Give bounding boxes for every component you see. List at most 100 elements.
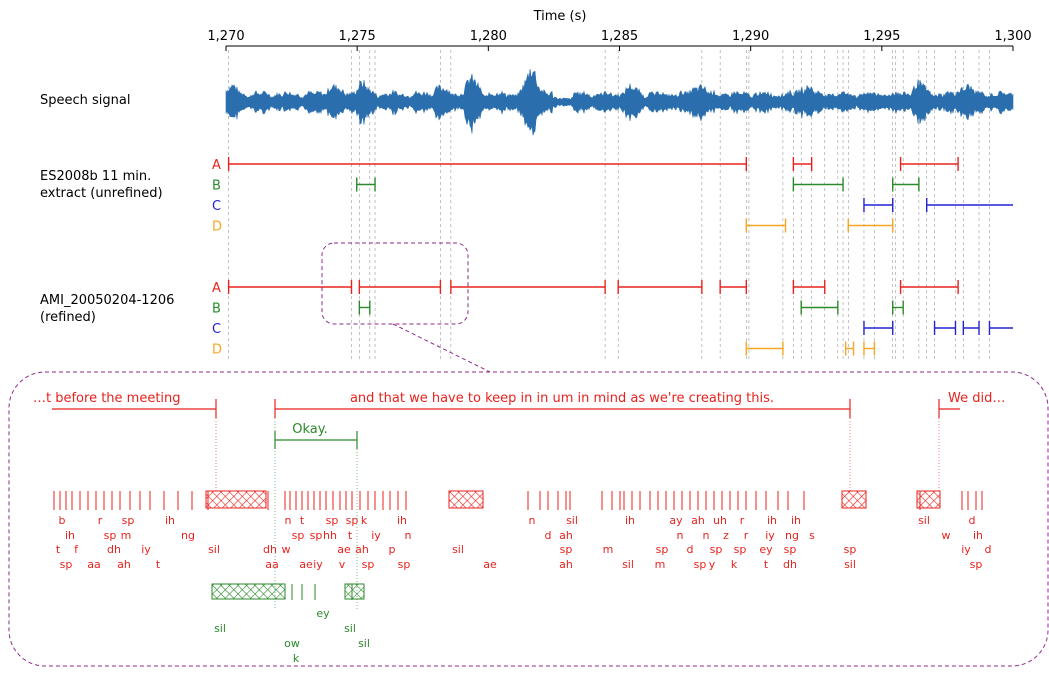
phone-label-a: s <box>809 529 815 542</box>
phone-label-a: ih <box>791 514 801 527</box>
silence-block-b-crosshatch <box>345 584 364 599</box>
phone-label-a: ng <box>181 529 195 542</box>
phone-label-a: sp <box>784 543 797 556</box>
phone-label-a: w <box>282 543 291 556</box>
phone-label-a: sp <box>844 543 857 556</box>
unrefined-speaker-label-c: C <box>212 199 221 214</box>
phone-label-a: p <box>389 543 396 556</box>
phone-label-a: dh <box>263 543 277 556</box>
unrefined-label-line-2: extract (unrefined) <box>40 186 163 201</box>
phone-label-b: ow <box>284 637 300 650</box>
refined-segments <box>227 280 1013 356</box>
axis-tick-label: 1,290 <box>732 29 769 44</box>
phone-ticks-speaker-b <box>211 583 365 600</box>
phone-label-a: sil <box>844 558 856 571</box>
phone-label-a: ah <box>117 558 131 571</box>
silence-block-a-crosshatch <box>206 491 266 508</box>
phone-label-a: t <box>56 543 61 556</box>
refined-label-line-2: (refined) <box>40 310 96 325</box>
phone-label-a: ah <box>355 543 369 556</box>
phone-label-a: v <box>339 558 346 571</box>
phone-label-b: sil <box>358 637 370 650</box>
phone-label-b: sil <box>214 622 226 635</box>
phone-label-a: sp <box>60 558 73 571</box>
unrefined-segments <box>227 157 1013 233</box>
unrefined-label-line-1: ES2008b 11 min. <box>40 169 151 184</box>
axis-tick-label: 1,285 <box>601 29 638 44</box>
phone-label-a: r <box>744 529 749 542</box>
phone-label-b: k <box>293 652 300 665</box>
phone-label-b: ey <box>316 607 330 620</box>
axis-tick-label: 1,270 <box>207 29 244 44</box>
phone-label-a: r <box>740 514 745 527</box>
axis-title: Time (s) <box>533 9 587 24</box>
phone-label-a: sil <box>918 514 930 527</box>
word-segment-2: and that we have to keep in in um in min… <box>350 391 774 406</box>
phone-label-a: ah <box>559 529 573 542</box>
phone-label-a: aa <box>87 558 100 571</box>
silence-block-a-crosshatch <box>842 491 866 508</box>
refined-label-line-1: AMI_20050204-1206 <box>40 293 174 308</box>
phone-label-a: sp <box>362 558 375 571</box>
time-axis: Time (s) 1,270 1,275 1,280 1,285 1,290 1,295 1… <box>207 9 1032 51</box>
axis-tick-label: 1,280 <box>470 29 507 44</box>
phone-label-a: sp <box>292 529 305 542</box>
zoom-source-box <box>321 242 469 325</box>
phone-label-a: iy <box>313 558 323 571</box>
phone-label-a: ae <box>483 558 497 571</box>
phone-label-a: t <box>348 529 353 542</box>
phone-label-a: iy <box>961 543 971 556</box>
phone-label-a: iy <box>141 543 151 556</box>
refined-speaker-label-a: A <box>212 281 221 296</box>
phone-label-a: sp <box>104 529 117 542</box>
phone-label-a: iy <box>371 529 381 542</box>
phone-label-a: sp <box>970 558 983 571</box>
phone-label-a: t <box>300 514 305 527</box>
phone-label-a: ih <box>65 529 75 542</box>
phone-label-a: m <box>603 543 614 556</box>
phone-label-a: sil <box>208 543 220 556</box>
phone-label-a: n <box>405 529 412 542</box>
phone-label-a: y <box>709 558 716 571</box>
refined-speaker-label-d: D <box>212 343 222 358</box>
phone-label-a: ae <box>337 543 351 556</box>
phone-label-a: n <box>703 529 710 542</box>
speech-waveform <box>225 69 1014 136</box>
phone-label-a: t <box>764 558 769 571</box>
speech-signal-label: Speech signal <box>40 93 130 108</box>
phone-label-a: dh <box>783 558 797 571</box>
unrefined-speaker-label-b: B <box>212 179 221 194</box>
refined-speaker-label-b: B <box>212 302 221 317</box>
unrefined-speaker-label-d: D <box>212 220 222 235</box>
silence-block-b-crosshatch <box>212 584 285 599</box>
zoom-connector <box>392 323 491 373</box>
phone-label-a: b <box>59 514 66 527</box>
refined-speaker-label-c: C <box>212 322 221 337</box>
phone-label-a: ay <box>669 514 683 527</box>
phone-label-a: sp <box>560 543 573 556</box>
phone-label-a: t <box>156 558 161 571</box>
phone-label-a: w <box>942 529 951 542</box>
phone-label-a: m <box>655 558 666 571</box>
phone-label-a: hh <box>323 529 337 542</box>
phone-label-a: n <box>529 514 536 527</box>
axis-tick-label: 1,295 <box>863 29 900 44</box>
phone-label-a: dh <box>107 543 121 556</box>
silence-block-a-crosshatch <box>449 491 483 508</box>
phone-label-a: r <box>98 514 103 527</box>
phone-label-a: sil <box>566 514 578 527</box>
phone-label-a: ng <box>785 529 799 542</box>
phone-label-a: aa <box>265 558 278 571</box>
word-segment-okay: Okay. <box>292 422 327 437</box>
phone-label-a: d <box>545 529 552 542</box>
phone-label-a: sp <box>398 558 411 571</box>
phone-label-a: ih <box>165 514 175 527</box>
phone-label-a: d <box>985 543 992 556</box>
phone-label-a: d <box>687 543 694 556</box>
phone-label-a: n <box>677 529 684 542</box>
phone-label-a: ih <box>767 514 777 527</box>
